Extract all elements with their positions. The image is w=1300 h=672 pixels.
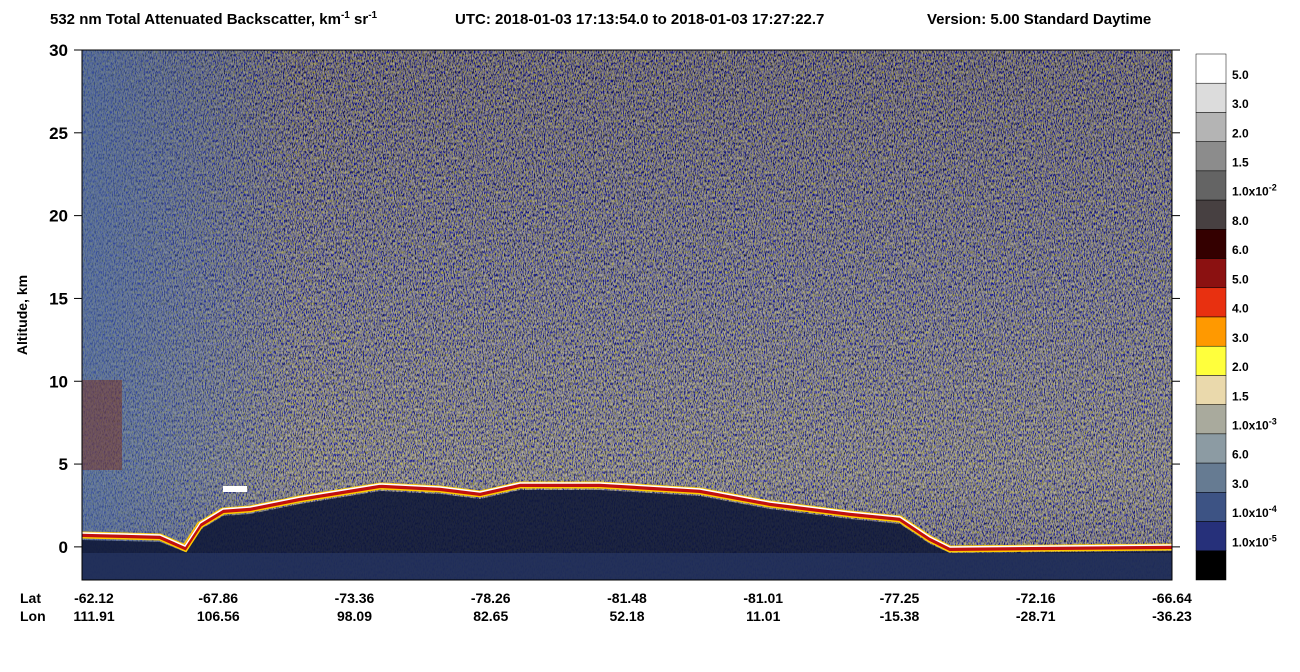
x-row-name: Lat: [20, 590, 41, 606]
y-axis-label: Altitude, km: [14, 275, 30, 355]
colorbar-label-base: 2.0: [1232, 126, 1249, 140]
x-tick-label: -36.23: [1152, 608, 1192, 624]
colorbar-label: 1.0x10-5: [1232, 533, 1277, 549]
colorbar-label-exp: -3: [1269, 417, 1277, 427]
colorbar-label: 3.0: [1232, 97, 1249, 111]
colorbar-swatch: [1195, 170, 1227, 201]
x-tick-label: 98.09: [337, 608, 372, 624]
colorbar-label: 2.0: [1232, 360, 1249, 374]
colorbar-swatch: [1195, 550, 1227, 581]
utc-range: UTC: 2018-01-03 17:13:54.0 to 2018-01-03…: [455, 11, 824, 28]
y-tick-label: 5: [59, 455, 68, 474]
colorbar-label: 6.0: [1232, 448, 1249, 462]
colorbar-swatch: [1195, 521, 1227, 552]
colorbar-label: 1.0x10-3: [1232, 417, 1277, 433]
title-part: sr: [350, 11, 369, 28]
colorbar-swatch: [1195, 345, 1227, 376]
colorbar-label: 3.0: [1232, 331, 1249, 345]
curtain-image: [82, 50, 1172, 580]
colorbar-label-base: 4.0: [1232, 302, 1249, 316]
x-tick-label: -73.36: [335, 590, 375, 606]
y-tick-label: 10: [49, 372, 68, 391]
y-tick-label: 25: [49, 124, 68, 143]
colorbar-label: 4.0: [1232, 302, 1249, 316]
x-tick-label: -67.86: [198, 590, 238, 606]
colorbar-label: 1.5: [1232, 156, 1249, 170]
x-tick-label: 11.01: [746, 608, 780, 624]
x-row-name: Lon: [20, 608, 46, 624]
x-tick-label: 52.18: [609, 608, 644, 624]
colorbar-label-base: 1.0x10: [1232, 535, 1269, 549]
colorbar-label: 1.0x10-2: [1232, 183, 1277, 199]
colorbar-label: 5.0: [1232, 68, 1249, 82]
colorbar-swatch: [1195, 316, 1227, 347]
colorbar-label: 5.0: [1232, 272, 1249, 286]
x-tick-label: -77.25: [880, 590, 920, 606]
colorbar-swatch: [1195, 404, 1227, 435]
title-part: -1: [341, 10, 350, 21]
colorbar-swatch: [1195, 287, 1227, 318]
colorbar-label: 2.0: [1232, 126, 1249, 140]
colorbar-label-exp: -5: [1269, 533, 1277, 543]
x-tick-label: -78.26: [471, 590, 511, 606]
y-tick-label: 15: [49, 289, 68, 308]
x-tick-label: -72.16: [1016, 590, 1056, 606]
title-part: -1: [368, 10, 377, 21]
colorbar-label-exp: -2: [1269, 183, 1277, 193]
chart-title: 532 nm Total Attenuated Backscatter, km-…: [50, 10, 378, 28]
x-tick-label: -15.38: [880, 608, 920, 624]
colorbar-swatch: [1195, 199, 1227, 230]
colorbar-label-base: 6.0: [1232, 243, 1249, 257]
colorbar-swatch: [1195, 112, 1227, 142]
colorbar-swatch: [1195, 492, 1227, 522]
plot-frame: [81, 49, 1173, 581]
colorbar-label-base: 3.0: [1232, 331, 1249, 345]
colorbar-label-base: 1.0x10: [1232, 419, 1269, 433]
title-part: 532 nm Total Attenuated Backscatter, km: [50, 11, 341, 28]
colorbar-label-base: 1.5: [1232, 156, 1249, 170]
colorbar-label: 1.5: [1232, 389, 1249, 403]
x-tick-label: -81.48: [607, 590, 647, 606]
colorbar-label-base: 3.0: [1232, 97, 1249, 111]
x-tick-label: 106.56: [197, 608, 240, 624]
x-tick-label: 111.91: [73, 608, 114, 624]
colorbar-label-base: 5.0: [1232, 272, 1249, 286]
colorbar-label-base: 6.0: [1232, 448, 1249, 462]
x-tick-label: 82.65: [473, 608, 508, 624]
colorbar-label-base: 2.0: [1232, 360, 1249, 374]
colorbar-label-exp: -4: [1269, 504, 1277, 514]
colorbar-swatch: [1195, 375, 1227, 405]
colorbar-swatch: [1195, 433, 1227, 464]
colorbar-swatch: [1195, 53, 1227, 84]
y-tick-label: 0: [59, 538, 68, 557]
x-tick-label: -81.01: [743, 590, 783, 606]
colorbar-label: 3.0: [1232, 477, 1249, 491]
version: Version: 5.00 Standard Daytime: [927, 11, 1151, 28]
colorbar-swatch: [1195, 82, 1227, 113]
y-tick-label: 20: [49, 207, 68, 226]
colorbar-label: 1.0x10-4: [1232, 504, 1277, 520]
colorbar-label-base: 1.0x10: [1232, 506, 1269, 520]
colorbar-swatch: [1195, 462, 1227, 493]
colorbar-swatch: [1195, 229, 1227, 259]
y-tick-label: 30: [49, 41, 68, 60]
colorbar-label: 6.0: [1232, 243, 1249, 257]
colorbar-label-base: 8.0: [1232, 214, 1249, 228]
colorbar-label-base: 1.5: [1232, 389, 1249, 403]
x-tick-label: -28.71: [1016, 608, 1056, 624]
colorbar-label-base: 3.0: [1232, 477, 1249, 491]
colorbar-label: 8.0: [1232, 214, 1249, 228]
colorbar-swatch: [1195, 258, 1227, 289]
x-tick-label: -62.12: [74, 590, 114, 606]
colorbar-swatch: [1195, 141, 1227, 172]
colorbar-label-base: 5.0: [1232, 68, 1249, 82]
x-tick-label: -66.64: [1152, 590, 1192, 606]
colorbar-label-base: 1.0x10: [1232, 185, 1269, 199]
